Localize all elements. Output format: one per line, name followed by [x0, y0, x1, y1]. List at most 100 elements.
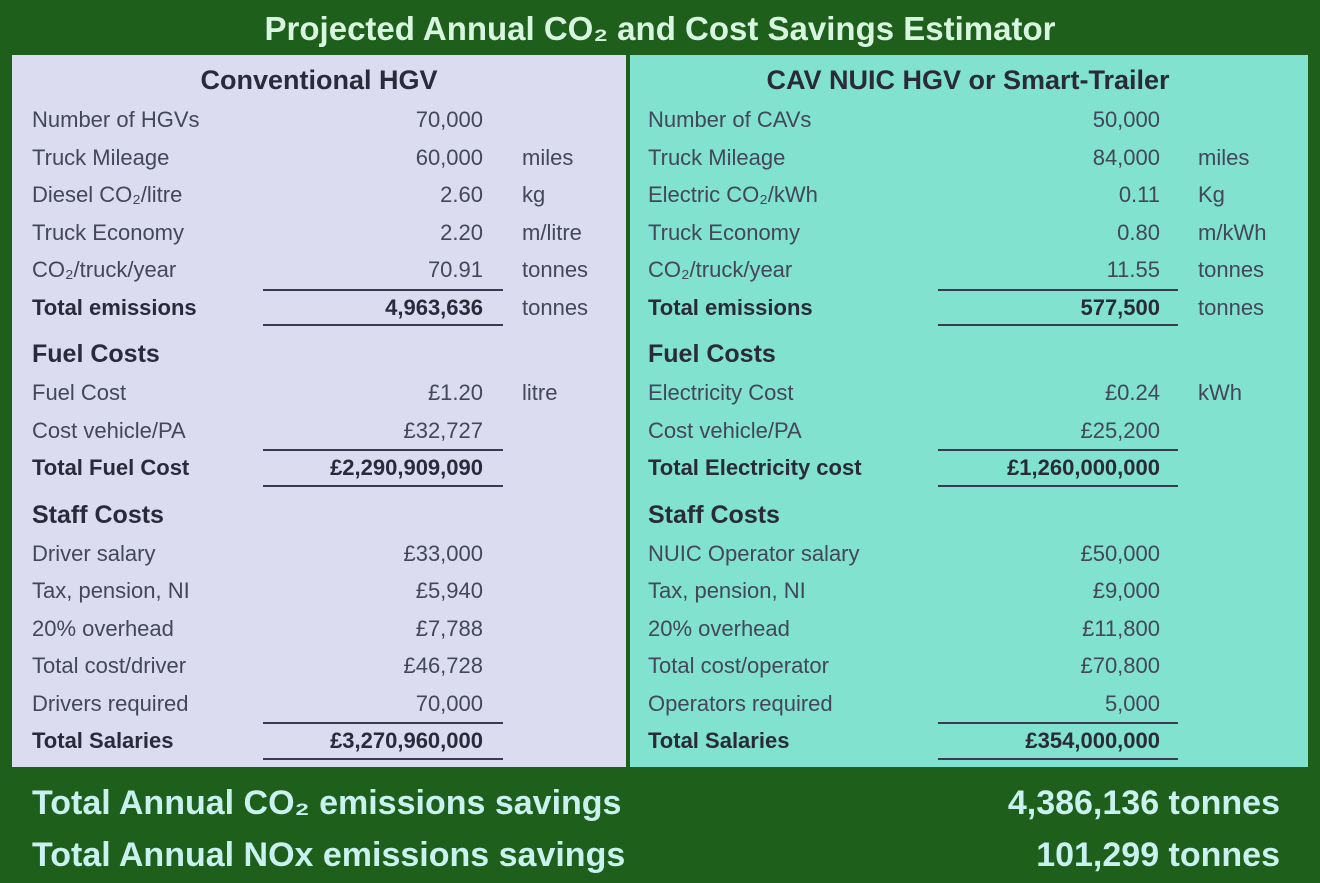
- row-value: £7,788: [415, 615, 483, 641]
- row-value: 2.20: [440, 219, 483, 245]
- row-value: 577,500: [938, 288, 1178, 326]
- row: Number of CAVs 50,000: [648, 101, 1308, 139]
- row: Electric CO₂/kWh 0.11 Kg: [648, 176, 1308, 214]
- panel-heading: CAV NUIC HGV or Smart-Trailer: [766, 65, 1170, 95]
- total-row: Total Salaries £354,000,000: [648, 722, 1308, 760]
- row-value: £33,000: [403, 540, 483, 566]
- total-row: Total Salaries £3,270,960,000: [32, 722, 626, 760]
- row-unit: tonnes: [522, 257, 589, 282]
- row-label: Total cost/driver: [32, 653, 187, 678]
- row: Truck Economy 2.20 m/litre: [32, 214, 626, 252]
- row: Truck Mileage 60,000 miles: [32, 139, 626, 177]
- row-label: CO₂/truck/year: [648, 257, 793, 282]
- row-label: Total Salaries: [32, 728, 174, 753]
- row-label: Operators required: [648, 690, 833, 716]
- row-unit: kg: [522, 182, 546, 207]
- row-label: 20% overhead: [32, 615, 174, 641]
- row-label: Number of HGVs: [32, 107, 200, 132]
- row-value: £1,260,000,000: [938, 449, 1178, 487]
- row-label: NUIC Operator salary: [648, 540, 860, 566]
- row-unit: kWh: [1198, 380, 1242, 405]
- row-label: Truck Mileage: [648, 144, 786, 170]
- row-value: £50,000: [1080, 540, 1160, 566]
- row: NUIC Operator salary £50,000: [648, 535, 1308, 573]
- summary-row: Total Annual CO₂ emissions savings 4,386,…: [0, 775, 1320, 827]
- row: Truck Mileage 84,000 miles: [648, 139, 1308, 177]
- row-unit: miles: [1198, 144, 1250, 170]
- row-value: £25,200: [1080, 417, 1160, 443]
- row: 20% overhead £7,788: [32, 610, 626, 648]
- summary-label: Total Annual NOx emissions savings: [32, 836, 626, 874]
- row-value: 5,000: [1104, 690, 1160, 716]
- row-label: CO₂/truck/year: [32, 257, 177, 282]
- summary-value: 101,299 tonnes: [1036, 836, 1280, 874]
- row-label: Truck Economy: [32, 219, 185, 245]
- row-value: 4,963,636: [263, 288, 503, 326]
- row-label: Tax, pension, NI: [648, 578, 806, 603]
- cav-panel: CAV NUIC HGV or Smart-Trailer Number of C…: [630, 55, 1308, 767]
- summary-label: Total Annual CO₂ emissions savings: [32, 784, 622, 822]
- row-label: Electricity Cost: [648, 380, 794, 405]
- row-label: Cost vehicle/PA: [32, 417, 186, 443]
- row-label: Tax, pension, NI: [32, 578, 190, 603]
- row: Cost vehicle/PA £32,727: [32, 412, 626, 450]
- summary: Total Annual CO₂ emissions savings 4,386,…: [0, 775, 1320, 879]
- row-label: Driver salary: [32, 540, 156, 566]
- row-label: Total cost/operator: [648, 653, 829, 678]
- title: Projected Annual CO₂ and Cost Savings Es…: [264, 10, 1056, 47]
- row: Total cost/driver £46,728: [32, 647, 626, 685]
- row-unit: miles: [522, 144, 574, 170]
- row: CO₂/truck/year 70.91 tonnes: [32, 251, 626, 289]
- row: CO₂/truck/year 11.55 tonnes: [648, 251, 1308, 289]
- row-value: £0.24: [1104, 380, 1160, 405]
- total-row: Total emissions 577,500 tonnes: [648, 288, 1308, 326]
- row: Driver salary £33,000: [32, 535, 626, 573]
- row-label: Fuel Cost: [32, 380, 127, 405]
- row: 20% overhead £11,800: [648, 610, 1308, 648]
- row-value: £9,000: [1092, 578, 1160, 603]
- row-unit: litre: [522, 380, 558, 405]
- row-label: Diesel CO₂/litre: [32, 182, 183, 207]
- summary-value: 4,386,136 tonnes: [1007, 784, 1280, 822]
- row-value: 0.11: [1118, 182, 1160, 207]
- row-label: Drivers required: [32, 690, 189, 716]
- row-value: 70,000: [415, 107, 483, 132]
- total-row: Total Fuel Cost £2,290,909,090: [32, 449, 626, 487]
- row-label: Truck Mileage: [32, 144, 170, 170]
- row-unit: Kg: [1198, 182, 1225, 207]
- row-value: £2,290,909,090: [263, 449, 503, 487]
- row: Total cost/operator £70,800: [648, 647, 1308, 685]
- row-value: 60,000: [415, 144, 483, 170]
- section-heading: Fuel Costs: [32, 340, 160, 368]
- row-unit: tonnes: [522, 294, 589, 320]
- section-heading: Staff Costs: [32, 500, 164, 529]
- row-value: £354,000,000: [938, 722, 1178, 760]
- row-value: 50,000: [1092, 107, 1160, 132]
- row-label: Total emissions: [648, 294, 813, 320]
- row: Diesel CO₂/litre 2.60 kg: [32, 176, 626, 214]
- row-value: 0.80: [1117, 219, 1160, 245]
- row-label: Number of CAVs: [648, 107, 812, 132]
- row: Fuel Cost £1.20 litre: [32, 374, 626, 412]
- row-label: Cost vehicle/PA: [648, 417, 802, 443]
- row-label: Truck Economy: [648, 219, 801, 245]
- row-value: £32,727: [403, 417, 483, 443]
- row-value: 84,000: [1092, 144, 1160, 170]
- row: Cost vehicle/PA £25,200: [648, 412, 1308, 450]
- row-value: 2.60: [440, 182, 483, 207]
- section-heading: Staff Costs: [648, 500, 780, 529]
- row-label: 20% overhead: [648, 615, 790, 641]
- row-value: £11,800: [1082, 615, 1160, 641]
- row: Electricity Cost £0.24 kWh: [648, 374, 1308, 412]
- total-row: Total Electricity cost £1,260,000,000: [648, 449, 1308, 487]
- row-value: 70.91: [427, 257, 483, 282]
- row: Truck Economy 0.80 m/kWh: [648, 214, 1308, 252]
- row-value: 11.55: [1106, 257, 1160, 282]
- panel-heading: Conventional HGV: [200, 65, 438, 95]
- row: Number of HGVs 70,000: [32, 101, 626, 139]
- row-label: Total Fuel Cost: [32, 455, 190, 480]
- row-value: £5,940: [415, 578, 483, 603]
- row-label: Total Electricity cost: [648, 455, 862, 480]
- row-unit: m/litre: [522, 219, 582, 245]
